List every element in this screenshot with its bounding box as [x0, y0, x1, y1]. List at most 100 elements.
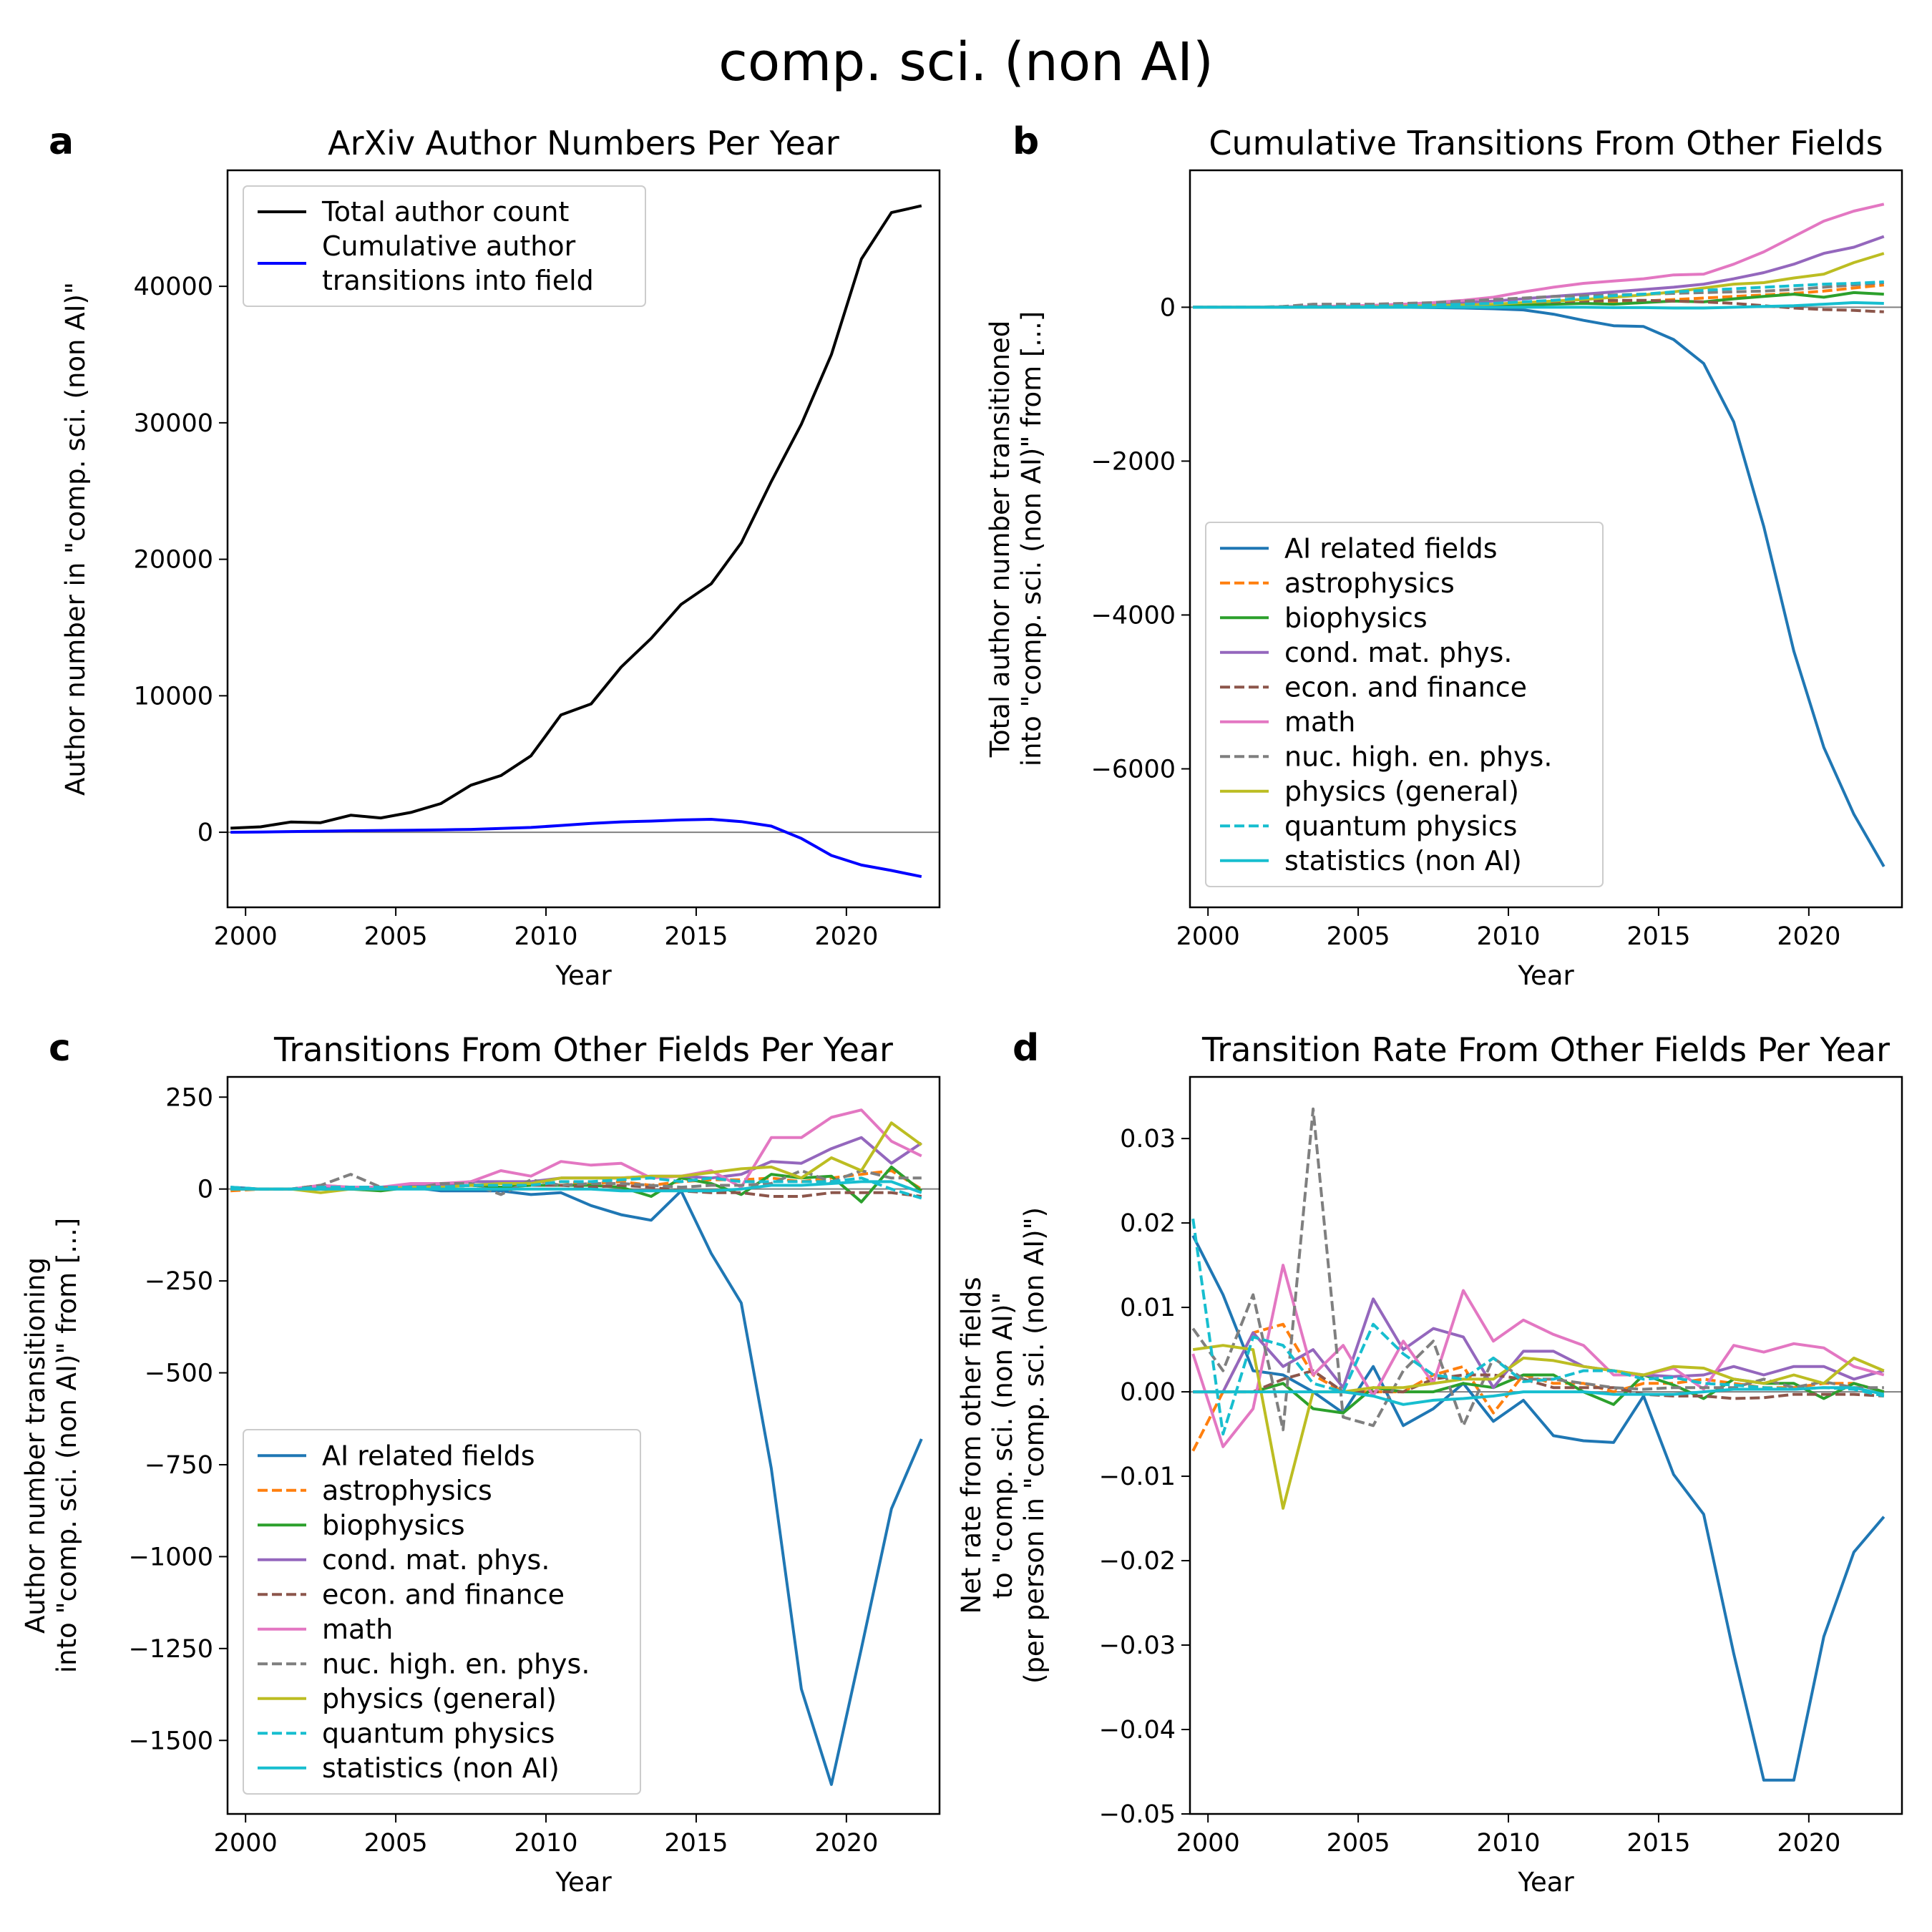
series-line-cumulative-author-transitions-into-field	[230, 818, 922, 879]
y-axis-label-line: into "comp. sci. (non AI)" from [...]	[52, 1218, 82, 1673]
x-axis-label: Year	[1517, 960, 1574, 991]
panel-letter-a: a	[49, 120, 74, 163]
chart-title: ArXiv Author Numbers Per Year	[328, 124, 839, 162]
series-line-math	[1193, 203, 1885, 309]
y-tick-label: −1000	[129, 1543, 213, 1571]
x-tick-label: 2020	[814, 1829, 878, 1858]
legend-label-math: math	[322, 1614, 393, 1645]
legend-label-total-author-count: Total author count	[321, 196, 569, 228]
legend-label-cumulative-author-transitions-into-field: Cumulative author transitions into field	[322, 230, 594, 296]
y-axis-label: Net rate from other fieldsto "comp. sci.…	[956, 1207, 1050, 1684]
series-line-statistics-non-ai	[230, 1180, 922, 1194]
y-tick-label: 0.00	[1120, 1378, 1176, 1407]
legend-label-quantum-physics: quantum physics	[322, 1717, 555, 1749]
series-line-nuc-high-en-phys	[230, 1169, 922, 1196]
x-tick-label: 2015	[1626, 1829, 1690, 1858]
y-tick-label: −4000	[1091, 601, 1176, 630]
legend-label-biophysics: biophysics	[1284, 602, 1428, 633]
axes-frame	[1189, 169, 1903, 909]
y-tick-label: −1250	[129, 1635, 213, 1664]
x-tick-label: 2000	[1176, 922, 1240, 951]
legend-label-line: Cumulative author	[322, 230, 576, 262]
y-tick-label: 0.02	[1120, 1209, 1176, 1238]
y-tick-label: 10000	[134, 682, 213, 711]
x-axis-label: Year	[555, 960, 612, 991]
chart-title: Transitions From Other Fields Per Year	[273, 1030, 893, 1069]
y-axis-label: Author number in "comp. sci. (non AI)"	[60, 282, 91, 796]
x-tick-label: 2005	[1327, 1829, 1390, 1858]
series-line-quantum-physics	[230, 1176, 922, 1200]
y-tick-label: −6000	[1091, 755, 1176, 784]
series-line-statistics-non-ai	[1193, 301, 1884, 310]
series-line-physics-general	[1192, 1344, 1885, 1510]
series-line-econ-and-finance	[1193, 1369, 1884, 1400]
x-tick-label: 2000	[1176, 1829, 1240, 1858]
y-axis-label-line: Total author number transitioned	[985, 321, 1015, 758]
y-tick-label: 0	[197, 819, 213, 847]
y-tick-label: −0.05	[1099, 1800, 1176, 1829]
chart-title: Transition Rate From Other Fields Per Ye…	[1201, 1030, 1890, 1069]
y-tick-label: 20000	[134, 546, 213, 575]
y-axis-label: Total author number transitionedinto "co…	[985, 311, 1047, 766]
x-tick-label: 2000	[214, 1829, 278, 1858]
legend-label-statistics-non-ai: statistics (non AI)	[322, 1752, 560, 1784]
legend-label-econ-and-finance: econ. and finance	[1284, 671, 1527, 703]
x-tick-label: 2005	[1327, 922, 1390, 951]
series-line-statistics-non-ai	[1193, 1386, 1885, 1406]
x-tick-label: 2015	[664, 922, 728, 951]
figure-title: comp. sci. (non AI)	[718, 31, 1214, 93]
legend-label-astrophysics: astrophysics	[322, 1475, 492, 1506]
y-tick-label: −0.02	[1099, 1547, 1176, 1576]
legend-label-nuc-high-en-phys: nuc. high. en. phys.	[1284, 741, 1552, 772]
legend-label-nuc-high-en-phys: nuc. high. en. phys.	[322, 1648, 590, 1679]
y-tick-label: −0.03	[1099, 1631, 1176, 1660]
panel-c: 2000 2005 2010 2015 2020 250 0 −250 −500 −750 −100…	[20, 1030, 941, 1898]
x-tick-label: 2010	[1476, 922, 1540, 951]
x-tick-label: 2000	[214, 922, 278, 951]
y-axis-label: Author number transitioninginto "comp. s…	[20, 1218, 82, 1673]
series-line-nuc-high-en-phys	[1193, 281, 1884, 309]
legend-label-cond-mat-phys: cond. mat. phys.	[322, 1544, 550, 1576]
x-tick-label: 2015	[664, 1829, 728, 1858]
legend-box	[243, 185, 646, 307]
x-tick-label: 2005	[364, 1829, 428, 1858]
plot-area-c	[230, 1108, 923, 1786]
axes-frame	[226, 169, 941, 909]
y-tick-label: −0.01	[1099, 1463, 1176, 1491]
x-tick-label: 2020	[1777, 1829, 1840, 1858]
legend-label-quantum-physics: quantum physics	[1284, 810, 1517, 841]
x-tick-label: 2010	[514, 922, 577, 951]
y-axis-label-line: Author number in "comp. sci. (non AI)"	[60, 282, 91, 796]
series-line-physics-general	[1193, 252, 1885, 309]
series-line-ai-related-fields	[1191, 1234, 1885, 1782]
y-tick-label: −2000	[1091, 447, 1176, 476]
y-tick-label: 250	[165, 1083, 213, 1112]
legend-label-ai-related-fields: AI related fields	[1284, 532, 1498, 564]
y-tick-label: 40000	[134, 273, 213, 301]
legend-box	[1205, 522, 1604, 887]
legend-box	[243, 1429, 641, 1795]
x-tick-label: 2010	[1476, 1829, 1540, 1858]
x-axis-label: Year	[1517, 1867, 1574, 1898]
legend-label-math: math	[1284, 706, 1355, 738]
panel-a: 2000 2005 2010 2015 2020 0 10000 20000 30000 4000…	[60, 124, 941, 991]
legend-label-cond-mat-phys: cond. mat. phys.	[1284, 637, 1512, 668]
panel-letter-c: c	[49, 1027, 71, 1070]
chart-title: Cumulative Transitions From Other Fields	[1209, 124, 1883, 162]
y-tick-label: −500	[145, 1360, 213, 1388]
legend-label-statistics-non-ai: statistics (non AI)	[1284, 845, 1522, 877]
y-axis-label-line: Author number transitioning	[20, 1257, 51, 1634]
y-tick-label: 0	[197, 1176, 213, 1204]
legend-label-physics-general: physics (general)	[322, 1683, 557, 1714]
plot-area-a	[230, 204, 922, 879]
y-tick-label: 0.01	[1120, 1294, 1176, 1322]
y-tick-label: 0	[1160, 293, 1176, 322]
panel-letter-d: d	[1013, 1027, 1039, 1070]
panel-letter-b: b	[1013, 120, 1039, 163]
plot-area-b	[1193, 203, 1885, 867]
x-axis-label: Year	[555, 1867, 612, 1898]
legend-label-astrophysics: astrophysics	[1284, 567, 1455, 599]
x-tick-label: 2015	[1626, 922, 1690, 951]
